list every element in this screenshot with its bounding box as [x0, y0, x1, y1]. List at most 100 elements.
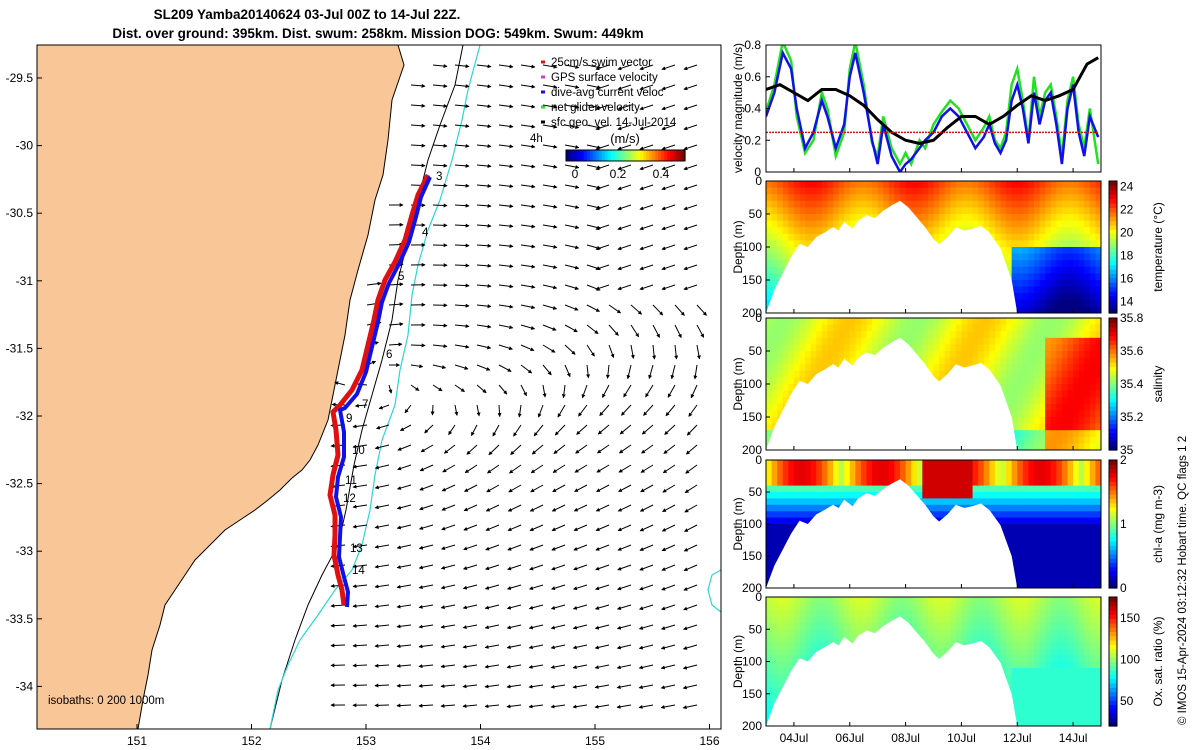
section-cell	[1078, 370, 1085, 378]
section-cell	[1000, 220, 1007, 228]
section-cell	[1067, 524, 1074, 531]
seafloor-mask	[766, 479, 1018, 588]
colorbar-cell	[1109, 242, 1117, 248]
section-cell	[1089, 266, 1097, 274]
surface-velocity-arrow	[498, 64, 514, 69]
surface-velocity-arrow	[396, 703, 412, 708]
section-cell	[1022, 187, 1030, 195]
section-cell	[1067, 240, 1074, 248]
section-cell	[916, 337, 923, 345]
colorbar-cell	[1109, 295, 1117, 301]
section-cell	[838, 220, 845, 228]
section-cell	[877, 460, 884, 467]
section-cell	[1050, 260, 1057, 268]
section-cell	[1089, 581, 1097, 588]
colorbar-cell	[1109, 549, 1117, 555]
section-cell	[1061, 324, 1069, 332]
section-cell	[994, 220, 1002, 228]
section-cell	[1028, 556, 1035, 563]
section-cell	[793, 220, 801, 228]
section-cell	[894, 181, 901, 189]
section-cell	[994, 370, 1002, 378]
section-cell	[1067, 227, 1074, 235]
section-cell	[944, 227, 951, 235]
surface-velocity-arrow	[440, 624, 456, 629]
surface-velocity-arrow	[599, 404, 610, 417]
section-cell	[1034, 472, 1041, 480]
section-cell	[821, 351, 829, 359]
section-cell	[771, 403, 778, 411]
section-cell	[793, 609, 801, 617]
section-cell	[994, 357, 1002, 365]
section-cell	[1039, 466, 1046, 474]
section-cell	[927, 207, 935, 215]
section-cell	[1073, 397, 1080, 405]
colorbar-cell	[1109, 255, 1117, 261]
surface-velocity-arrow	[530, 484, 544, 493]
surface-velocity-arrow	[573, 524, 588, 532]
section-cell	[782, 635, 789, 643]
section-cell	[1017, 556, 1024, 563]
section-cell	[1078, 562, 1085, 570]
section-cell	[1067, 318, 1074, 326]
section-cell	[911, 344, 918, 352]
section-cell	[838, 181, 845, 189]
section-cell	[766, 543, 773, 551]
section-cell	[1084, 247, 1091, 255]
section-cell	[799, 324, 806, 332]
colorbar-cell	[1109, 260, 1117, 266]
section-cell	[1073, 492, 1080, 499]
section-cell	[771, 556, 778, 563]
section-cell	[766, 403, 773, 411]
colorbar-cell	[1109, 579, 1117, 585]
section-cell	[911, 485, 918, 493]
surface-velocity-arrow	[506, 704, 522, 709]
section-cell	[1034, 524, 1041, 531]
section-cell	[1034, 181, 1041, 189]
section-cell	[1095, 524, 1101, 531]
section-cell	[989, 492, 996, 499]
surface-velocity-arrow	[674, 344, 679, 360]
section-cell	[827, 629, 834, 637]
surface-velocity-arrow	[418, 644, 434, 649]
section-cell	[1073, 543, 1080, 551]
surface-velocity-arrow	[661, 244, 676, 251]
surface-velocity-arrow	[595, 584, 610, 591]
surface-velocity-arrow	[617, 124, 632, 131]
section-cell	[833, 492, 840, 499]
section-cell	[933, 181, 940, 189]
section-cell	[883, 337, 890, 345]
section-cell	[844, 635, 851, 643]
surface-velocity-arrow	[498, 204, 514, 209]
section-cell	[860, 318, 868, 326]
section-cell	[860, 460, 868, 467]
section-cell	[1056, 337, 1063, 345]
section-cell	[883, 597, 890, 605]
surface-velocity-arrow	[418, 544, 434, 550]
section-cell	[849, 337, 856, 345]
section-cell	[922, 351, 929, 359]
speed-colorbar-cell	[637, 150, 641, 161]
section-cell	[1078, 214, 1085, 222]
section-cell	[911, 200, 918, 208]
section-cell	[1039, 417, 1046, 425]
surface-velocity-arrow	[510, 444, 522, 455]
section-cell	[939, 200, 946, 208]
section-cell	[883, 460, 890, 467]
section-cell	[1056, 498, 1063, 506]
section-cell	[1084, 207, 1091, 215]
section-cell	[900, 187, 907, 195]
surface-velocity-arrow	[440, 664, 456, 669]
surface-velocity-arrow	[476, 104, 492, 109]
surface-velocity-arrow	[410, 143, 426, 148]
surface-velocity-arrow	[667, 384, 676, 398]
section-cell	[782, 227, 789, 235]
section-cell	[821, 331, 829, 339]
section-cell	[777, 233, 784, 241]
section-cell	[793, 597, 801, 605]
section-cell	[916, 187, 923, 195]
section-cell	[927, 318, 935, 326]
section-cell	[1050, 318, 1057, 326]
section-y-tick-label: 100	[742, 377, 762, 391]
section-cell	[855, 466, 862, 474]
